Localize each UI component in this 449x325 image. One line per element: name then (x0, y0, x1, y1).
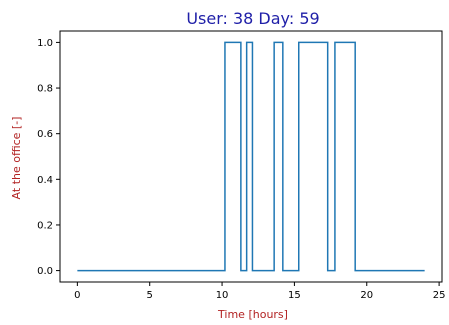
x-tick-label: 0 (74, 290, 80, 301)
x-tick-label: 5 (147, 290, 153, 301)
x-axis-label: Time [hours] (217, 308, 288, 321)
y-tick-label: 1.0 (37, 38, 53, 49)
y-axis-ticks: 0.0 0.2 0.4 0.6 0.8 1.0 (37, 38, 60, 277)
x-tick-label: 10 (216, 290, 229, 301)
y-axis-label: At the office [-] (10, 117, 23, 200)
plot-area (59, 30, 443, 283)
x-tick-label: 20 (360, 290, 373, 301)
y-tick-label: 0.8 (37, 84, 53, 95)
y-tick-label: 0.0 (37, 266, 53, 277)
chart-title: User: 38 Day: 59 (186, 9, 319, 28)
x-axis-ticks: 0 5 10 15 20 25 (74, 282, 445, 301)
series-line (77, 41, 425, 272)
x-tick-label: 15 (288, 290, 301, 301)
y-tick-label: 0.4 (37, 175, 53, 186)
y-tick-label: 0.6 (37, 129, 53, 140)
x-tick-label: 25 (433, 290, 446, 301)
y-tick-label: 0.2 (37, 220, 53, 231)
